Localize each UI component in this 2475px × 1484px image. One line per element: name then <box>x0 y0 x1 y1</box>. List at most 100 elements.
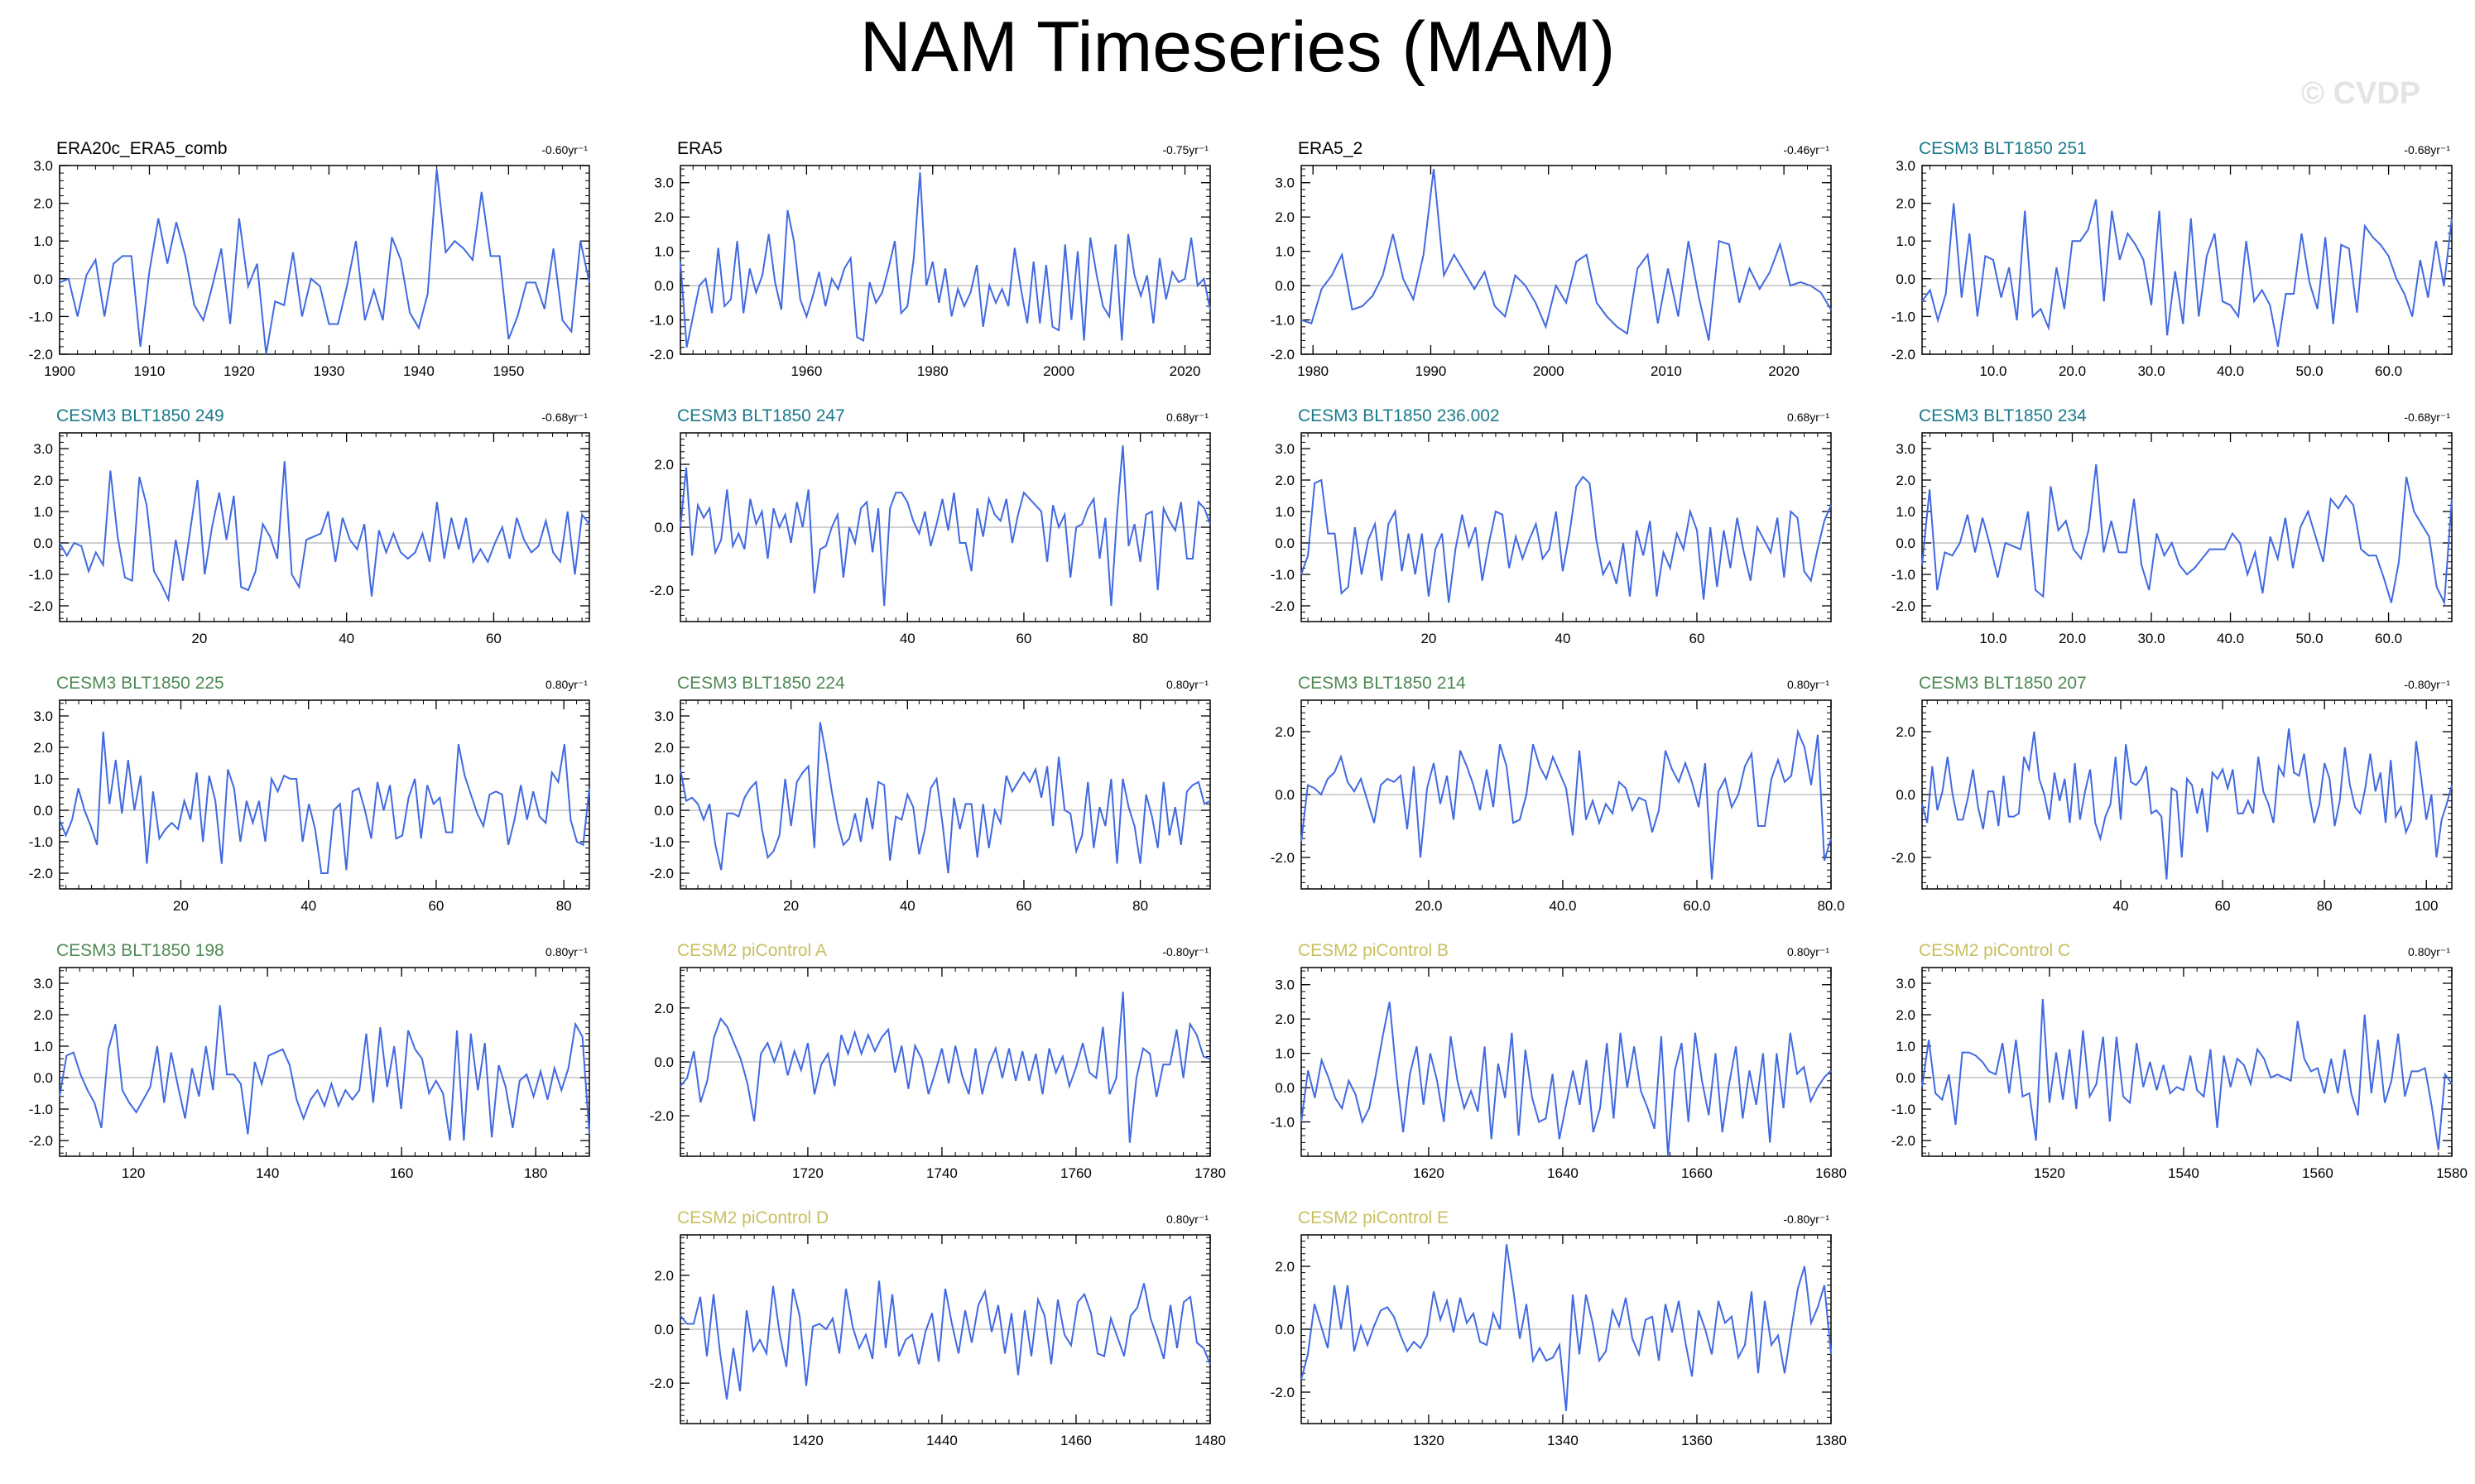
x-tick-label: 40 <box>339 631 354 646</box>
y-tick-label: 0.0 <box>1275 535 1295 551</box>
x-tick-label: 1910 <box>134 363 166 379</box>
x-tick-label: 1920 <box>223 363 255 379</box>
y-tick-label: 2.0 <box>654 209 674 225</box>
y-tick-label: 2.0 <box>654 1268 674 1284</box>
panel-title: CESM3 BLT1850 234 <box>1919 406 2087 425</box>
plot-frame <box>59 432 590 622</box>
y-tick-label: -2.0 <box>1891 850 1915 866</box>
y-tick-label: 0.0 <box>1896 535 1915 551</box>
panel-title: CESM2 piControl E <box>1298 1208 1449 1227</box>
x-tick-label: 60 <box>2215 898 2231 914</box>
x-tick-label: 160 <box>390 1165 413 1181</box>
x-tick-label: 120 <box>122 1165 145 1181</box>
x-tick-label: 20 <box>783 898 799 914</box>
x-tick-label: 1760 <box>1060 1165 1092 1181</box>
x-tick-label: 40 <box>900 898 916 914</box>
y-tick-label: 2.0 <box>1275 1011 1295 1027</box>
y-tick-label: 0.0 <box>1896 271 1915 287</box>
nam-series-line <box>680 1280 1211 1400</box>
y-tick-label: 2.0 <box>33 1007 53 1023</box>
x-tick-label: 1560 <box>2302 1165 2333 1181</box>
nam-series-line <box>680 992 1211 1143</box>
y-tick-label: 0.0 <box>654 1054 674 1070</box>
y-tick-label: -2.0 <box>650 347 674 363</box>
y-tick-label: 2.0 <box>1896 196 1915 212</box>
nam-series-line <box>59 1005 590 1141</box>
x-tick-label: 80 <box>1132 631 1148 646</box>
trend-label: -0.60yr⁻¹ <box>541 143 588 156</box>
x-tick-label: 1620 <box>1413 1165 1444 1181</box>
y-tick-label: -1.0 <box>1891 309 1915 324</box>
x-tick-label: 80 <box>1132 898 1148 914</box>
plot-frame <box>1300 967 1832 1157</box>
x-tick-label: 180 <box>524 1165 547 1181</box>
nam-panel: CESM3 BLT1850 236.002 0.68yr⁻¹ -2.0 -1.0 0.0… <box>1271 406 1832 646</box>
nam-panel: ERA20c_ERA5_comb -0.60yr⁻¹ -2.0 -1.0 0.0 1.0 2… <box>29 139 590 379</box>
x-tick-label: 1540 <box>2168 1165 2199 1181</box>
y-tick-label: 3.0 <box>1275 175 1295 191</box>
y-tick-label: 0.0 <box>33 803 53 819</box>
x-tick-label: 50.0 <box>2296 631 2324 646</box>
y-tick-label: 2.0 <box>654 740 674 756</box>
nam-panel: CESM2 piControl C 0.80yr⁻¹ -2.0 -1.0 0.0 1.0 2… <box>1891 941 2468 1181</box>
plot-frame <box>1921 432 2453 622</box>
x-tick-label: 60 <box>428 898 444 914</box>
x-tick-label: 1930 <box>314 363 345 379</box>
y-tick-label: 2.0 <box>1275 1259 1295 1275</box>
nam-panel: ERA5_2 -0.46yr⁻¹ -2.0 -1.0 0.0 1.0 2.0 3.0 1980 1… <box>1271 139 1832 379</box>
y-tick-label: 2.0 <box>33 473 53 488</box>
page-title: NAM Timeseries (MAM) <box>859 7 1616 87</box>
y-tick-label: 2.0 <box>654 1001 674 1016</box>
x-tick-label: 1420 <box>792 1433 824 1448</box>
y-tick-label: -2.0 <box>29 347 53 363</box>
y-tick-label: -2.0 <box>650 583 674 598</box>
y-tick-label: -1.0 <box>1271 567 1295 583</box>
x-tick-label: 60 <box>1016 631 1031 646</box>
y-tick-label: -2.0 <box>650 866 674 881</box>
nam-series-line <box>1300 168 1832 341</box>
nam-panel: CESM3 BLT1850 198 0.80yr⁻¹ -2.0 -1.0 0.0 1.0 2… <box>29 941 590 1181</box>
x-tick-label: 60 <box>486 631 502 646</box>
x-tick-label: 40 <box>900 631 916 646</box>
y-tick-label: 2.0 <box>1275 209 1295 225</box>
x-tick-label: 1900 <box>44 363 75 379</box>
panel-title: CESM3 BLT1850 207 <box>1919 674 2087 693</box>
plot-frame <box>1300 432 1832 622</box>
y-tick-label: -1.0 <box>1891 1102 1915 1117</box>
y-tick-label: 2.0 <box>33 196 53 212</box>
nam-panel: CESM3 BLT1850 247 0.68yr⁻¹ -2.0 0.0 2.0 40 60 8… <box>650 406 1211 646</box>
trend-label: 0.80yr⁻¹ <box>545 945 588 958</box>
x-tick-label: 10.0 <box>1979 363 2006 379</box>
x-tick-label: 40 <box>1555 631 1570 646</box>
y-tick-label: 1.0 <box>1275 504 1295 520</box>
panel-title: CESM2 piControl C <box>1919 941 2070 960</box>
y-tick-label: -1.0 <box>650 313 674 329</box>
trend-label: 0.68yr⁻¹ <box>1166 411 1209 424</box>
y-tick-label: 2.0 <box>654 457 674 473</box>
x-tick-label: 1940 <box>403 363 435 379</box>
y-tick-label: 2.0 <box>33 740 53 756</box>
trend-label: -0.46yr⁻¹ <box>1783 143 1829 156</box>
nam-panel: CESM3 BLT1850 234 -0.68yr⁻¹ -2.0 -1.0 0.0 1.0… <box>1891 406 2453 646</box>
y-tick-label: -1.0 <box>1271 313 1295 329</box>
y-tick-label: -2.0 <box>1271 1385 1295 1400</box>
nam-panel: CESM3 BLT1850 251 -0.68yr⁻¹ -2.0 -1.0 0.0 1.0… <box>1891 139 2453 379</box>
y-tick-label: -1.0 <box>29 1102 53 1117</box>
x-tick-label: 1580 <box>2436 1165 2468 1181</box>
plot-frame <box>59 165 590 355</box>
y-tick-label: 3.0 <box>1275 441 1295 457</box>
plot-frame <box>59 967 590 1157</box>
x-tick-label: 40.0 <box>2217 631 2244 646</box>
nam-series-line <box>1300 728 1832 880</box>
nam-series-line <box>680 722 1211 874</box>
x-tick-label: 40 <box>300 898 316 914</box>
x-tick-label: 1680 <box>1815 1165 1847 1181</box>
trend-label: -0.80yr⁻¹ <box>2404 678 2450 691</box>
y-tick-label: 2.0 <box>1275 724 1295 740</box>
x-tick-label: 30.0 <box>2137 631 2165 646</box>
nam-series-line <box>59 461 590 603</box>
x-tick-label: 1380 <box>1815 1433 1847 1448</box>
nam-series-line <box>1921 199 2453 348</box>
y-tick-label: 0.0 <box>33 535 53 551</box>
x-tick-label: 1740 <box>926 1165 958 1181</box>
